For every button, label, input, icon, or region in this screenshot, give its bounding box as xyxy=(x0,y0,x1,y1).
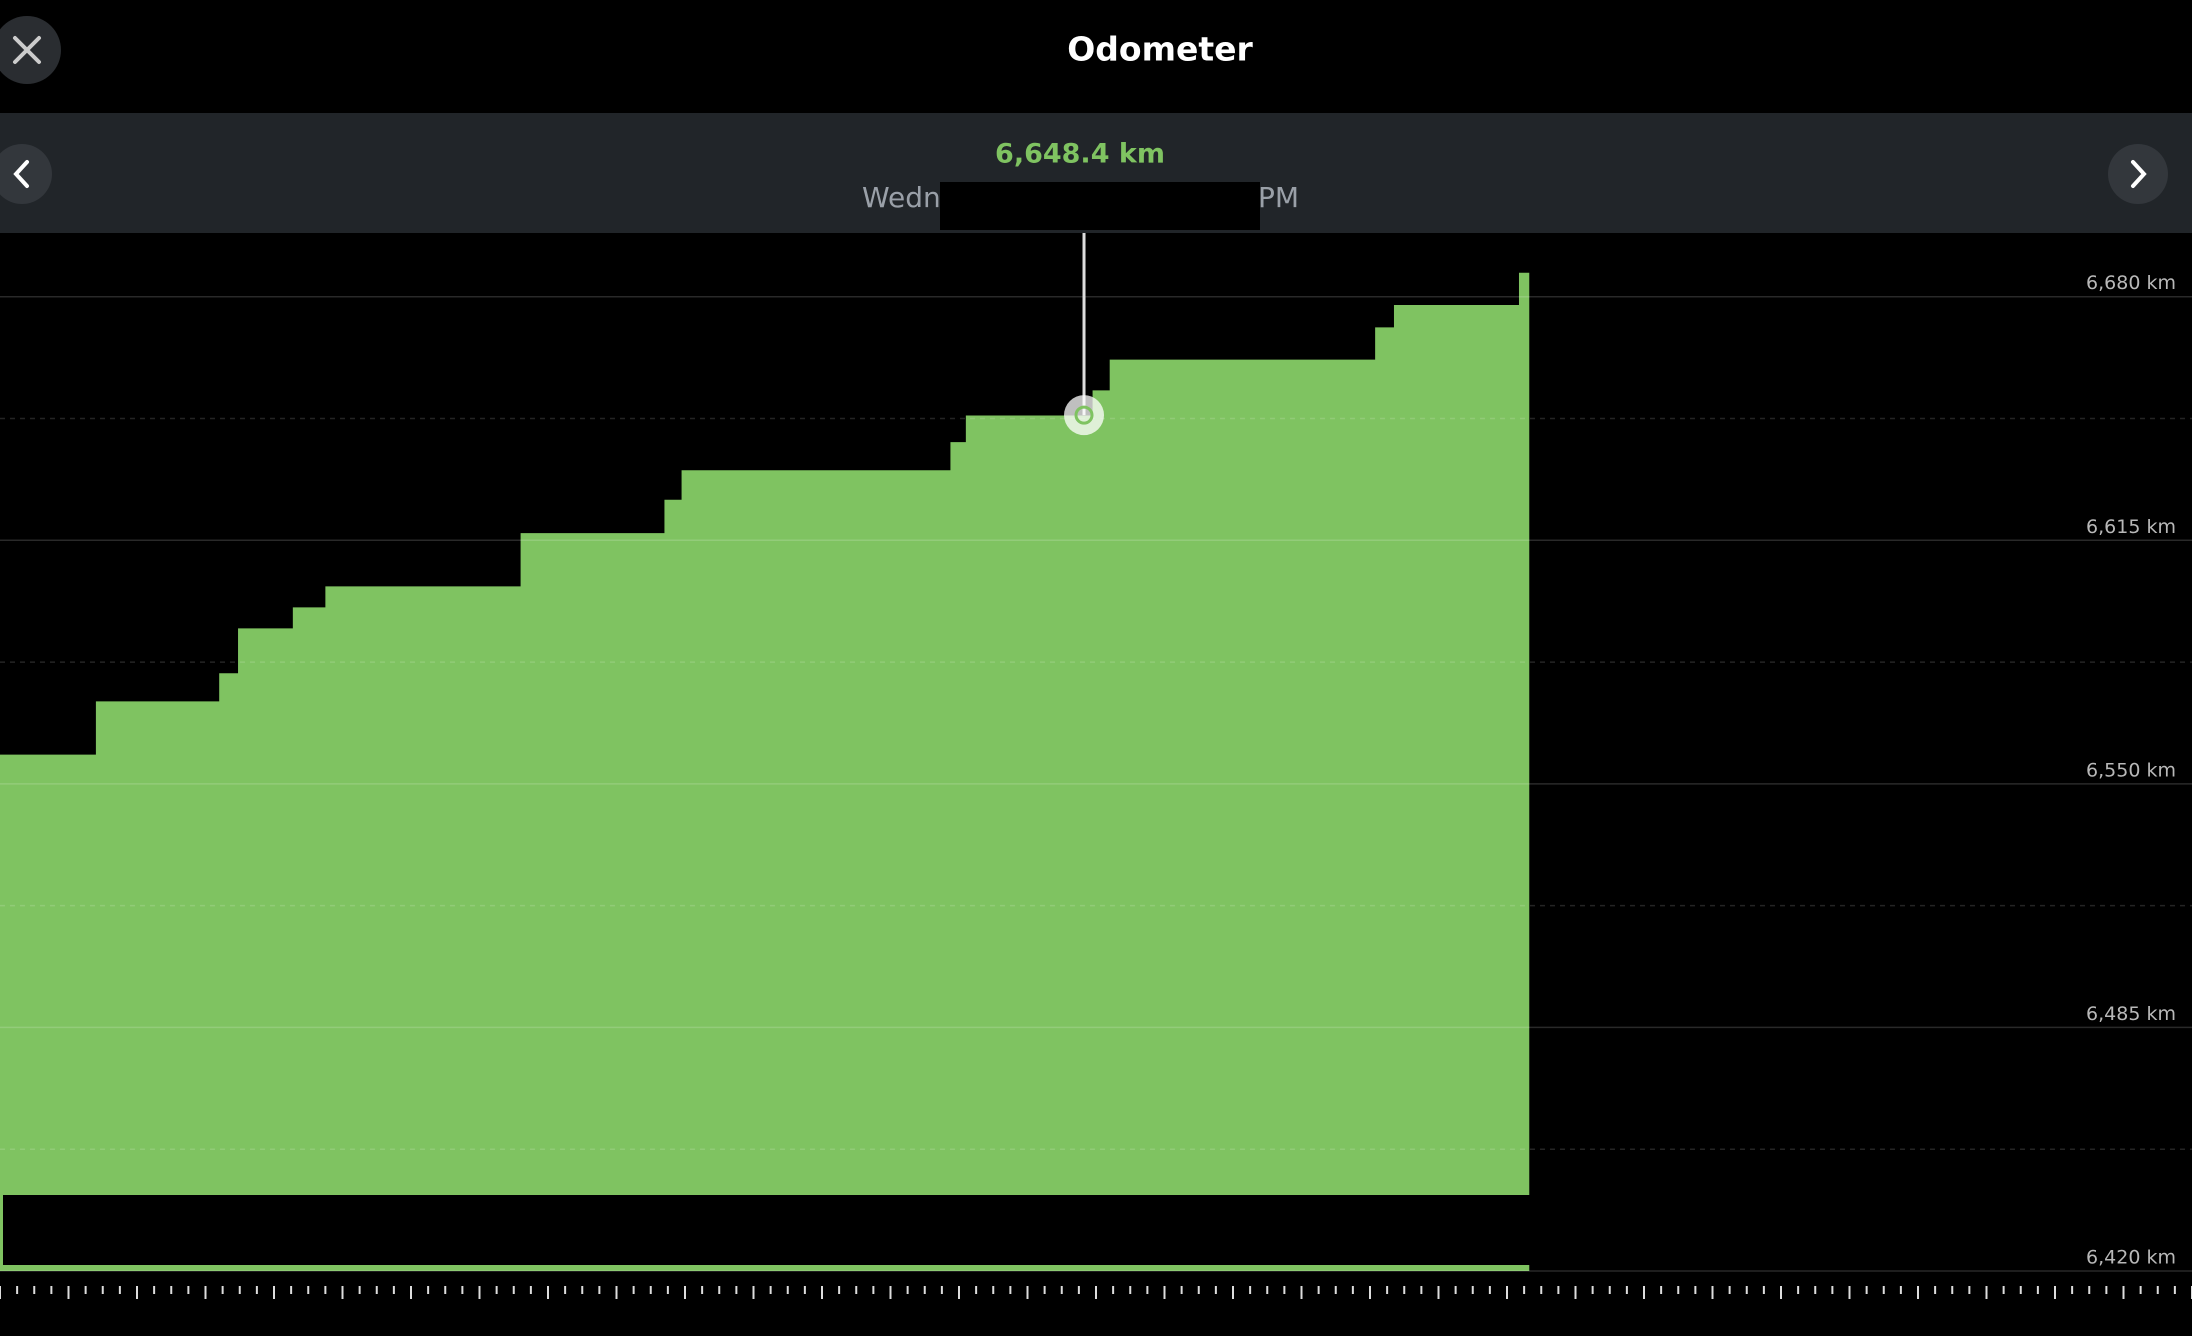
redaction xyxy=(3,1195,1530,1265)
y-tick-label: 6,680 km xyxy=(2086,272,2176,294)
prev-icon xyxy=(13,160,29,188)
selection-marker-core xyxy=(1074,405,1094,425)
y-tick-label: 6,420 km xyxy=(2086,1247,2176,1269)
readout-date: PM xyxy=(1258,181,1299,214)
selection-marker xyxy=(1064,395,1105,436)
redaction xyxy=(940,182,1260,230)
plot: 6,680 km 6,615 km 6,550 km 6,485 km 6,420 km xyxy=(0,233,2192,1299)
readout-date: Wedn xyxy=(862,181,941,214)
readout-value: 6,648.4 km xyxy=(995,139,1165,170)
header-bar xyxy=(0,0,2192,113)
y-tick-label: 6,615 km xyxy=(2086,516,2176,538)
title: Odometer xyxy=(1067,30,1253,69)
y-tick-label: 6,550 km xyxy=(2086,759,2176,781)
close-icon xyxy=(13,36,41,64)
prev-button[interactable] xyxy=(0,144,52,204)
next-icon xyxy=(2131,160,2147,188)
odometer-area xyxy=(0,272,1530,1271)
next-button[interactable] xyxy=(2108,144,2168,204)
y-tick-label: 6,485 km xyxy=(2086,1003,2176,1025)
close-button[interactable] xyxy=(0,16,61,84)
